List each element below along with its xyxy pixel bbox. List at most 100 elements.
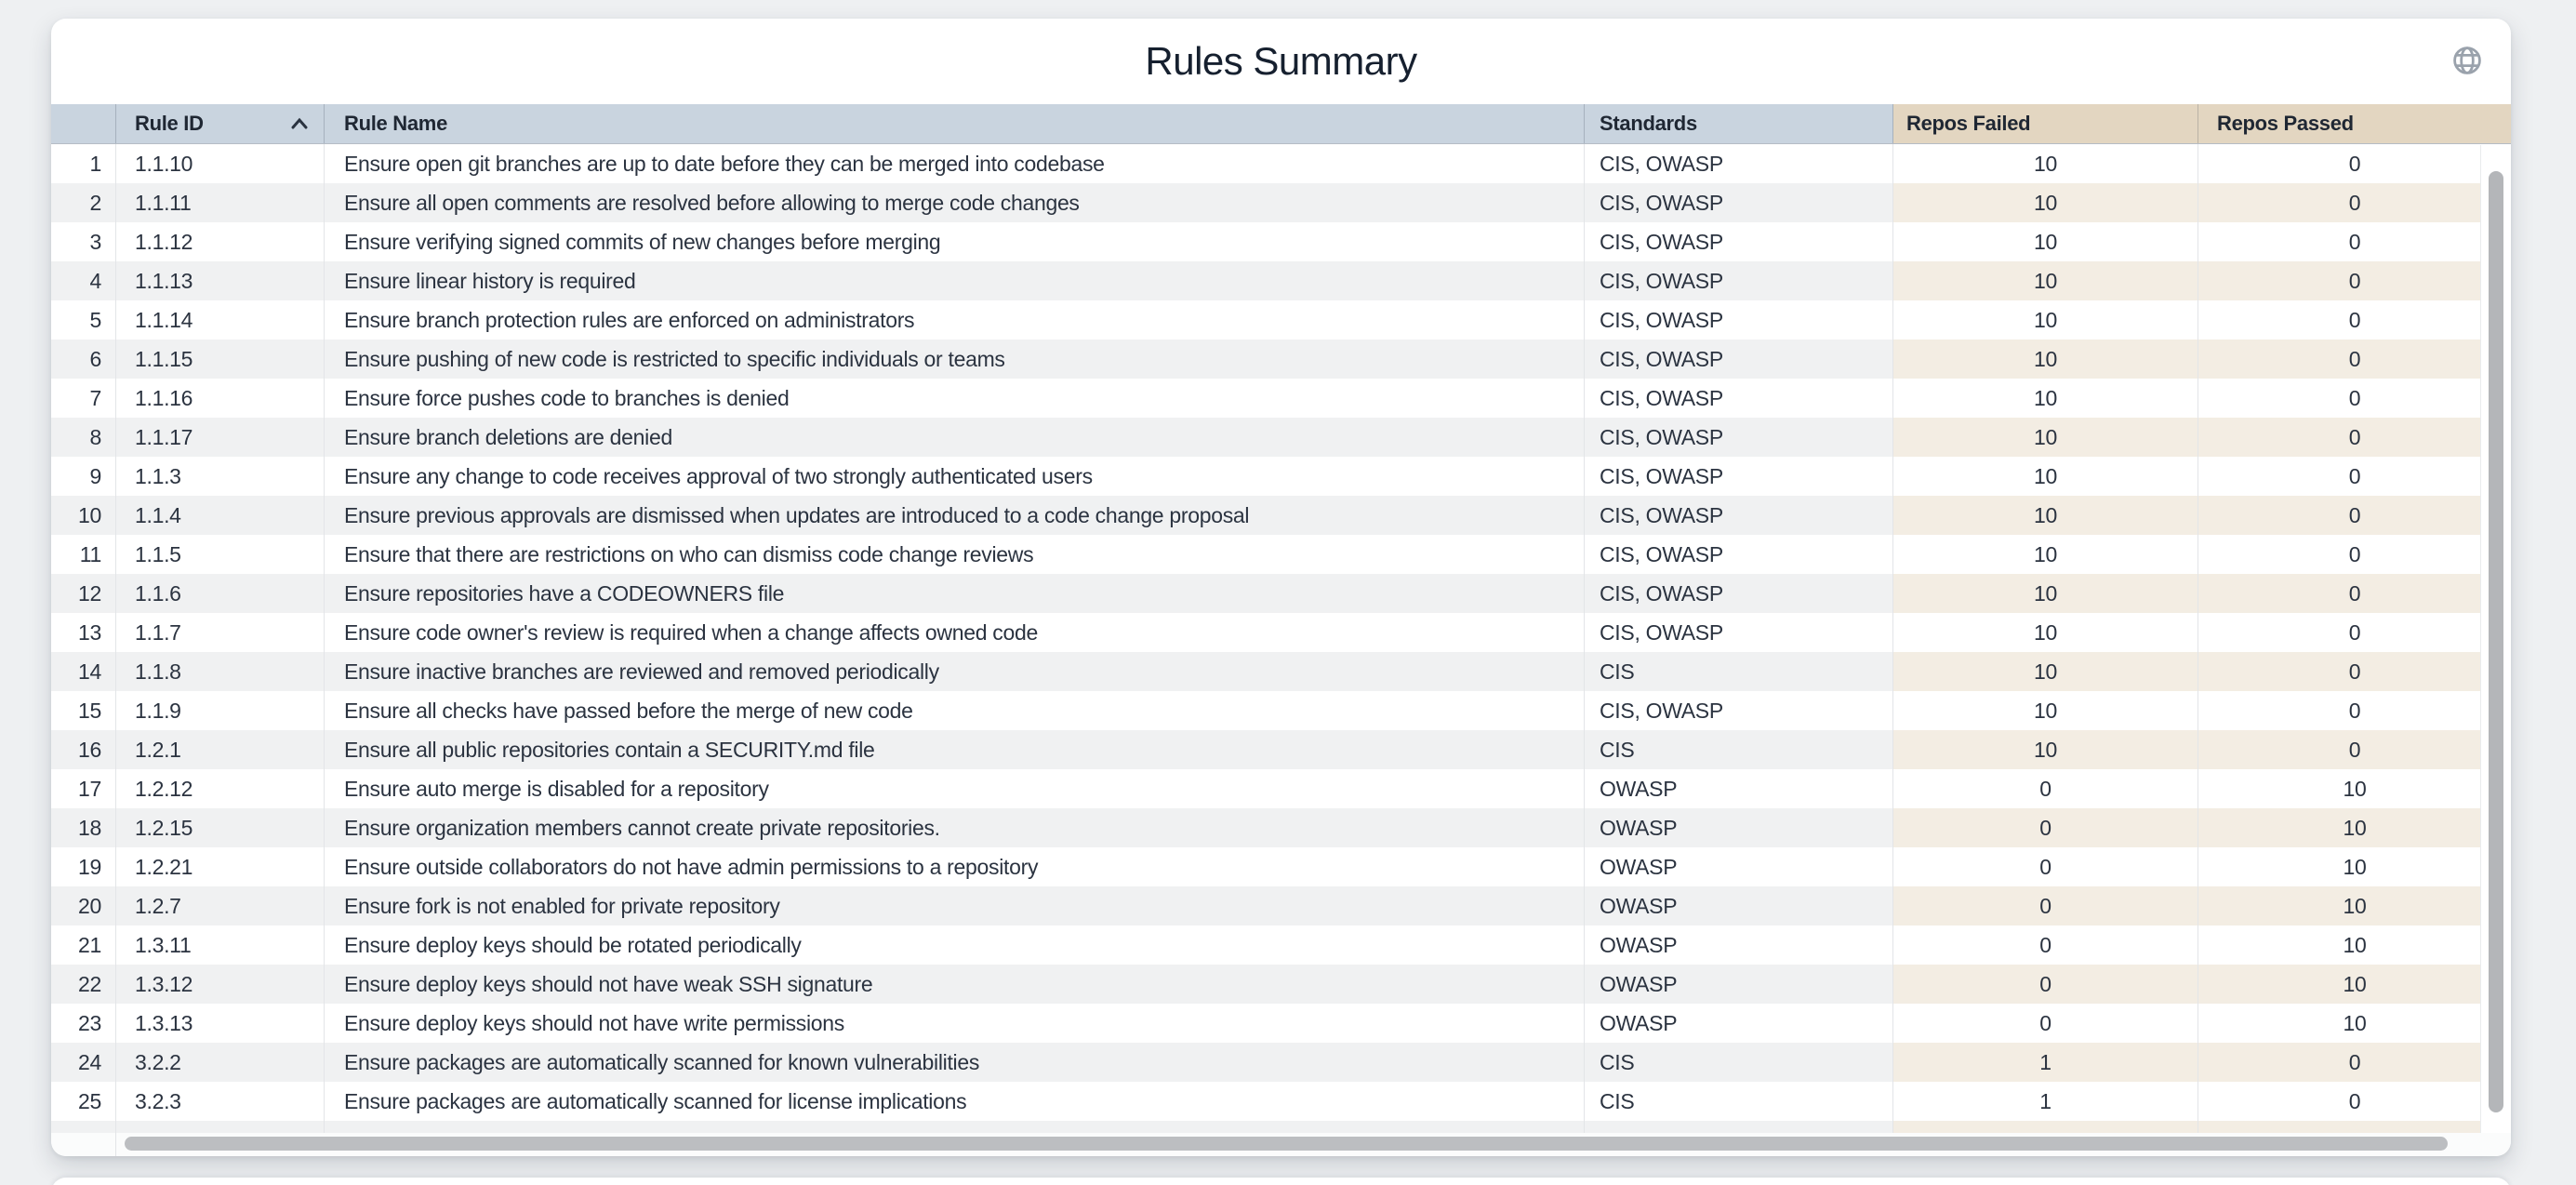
standards-cell: CIS, OWASP	[1585, 379, 1893, 418]
column-header-repos-passed[interactable]: Repos Passed	[2198, 104, 2511, 143]
rule-name-cell: Ensure deploy keys should be rotated per…	[325, 925, 1585, 965]
rule-id-cell: 1.1.15	[116, 340, 325, 379]
standards-cell: OWASP	[1585, 1004, 1893, 1043]
repos-passed-cell: 10	[2198, 1004, 2511, 1043]
vertical-scrollbar-thumb[interactable]	[2489, 171, 2503, 1112]
table-row[interactable]: 17 1.2.12 Ensure auto merge is disabled …	[51, 769, 2511, 808]
repos-passed-cell: 0	[2198, 1043, 2511, 1082]
row-index-cell: 9	[51, 457, 116, 496]
table-row[interactable]: 9 1.1.3 Ensure any change to code receiv…	[51, 457, 2511, 496]
rule-id-cell: 1.1.4	[116, 496, 325, 535]
table-row[interactable]: 1 1.1.10 Ensure open git branches are up…	[51, 144, 2511, 183]
repos-failed-cell: 0	[1893, 965, 2198, 1004]
table-row-partial[interactable]	[51, 1121, 2511, 1133]
standards-cell: CIS, OWASP	[1585, 222, 1893, 261]
standards-cell: CIS, OWASP	[1585, 418, 1893, 457]
rule-id-cell: 1.1.5	[116, 535, 325, 574]
table-row[interactable]: 8 1.1.17 Ensure branch deletions are den…	[51, 418, 2511, 457]
rule-name-cell: Ensure inactive branches are reviewed an…	[325, 652, 1585, 691]
rule-name-cell: Ensure previous approvals are dismissed …	[325, 496, 1585, 535]
rule-name-cell	[325, 1121, 1585, 1133]
table-row[interactable]: 16 1.2.1 Ensure all public repositories …	[51, 730, 2511, 769]
rule-name-cell: Ensure all public repositories contain a…	[325, 730, 1585, 769]
table-row[interactable]: 25 3.2.3 Ensure packages are automatical…	[51, 1082, 2511, 1121]
rule-id-cell: 1.3.13	[116, 1004, 325, 1043]
standards-cell: OWASP	[1585, 965, 1893, 1004]
row-index-cell: 14	[51, 652, 116, 691]
repos-passed-cell: 0	[2198, 652, 2511, 691]
page: { "title": "Rules Summary", "columns": {…	[0, 0, 2576, 1185]
column-header-standards[interactable]: Standards	[1585, 104, 1893, 143]
table-row[interactable]: 5 1.1.14 Ensure branch protection rules …	[51, 300, 2511, 340]
repos-passed-cell: 0	[2198, 535, 2511, 574]
table-row[interactable]: 18 1.2.15 Ensure organization members ca…	[51, 808, 2511, 847]
sort-ascending-icon	[290, 116, 309, 131]
table-row[interactable]: 13 1.1.7 Ensure code owner's review is r…	[51, 613, 2511, 652]
repos-passed-cell: 0	[2198, 730, 2511, 769]
table-row[interactable]: 24 3.2.2 Ensure packages are automatical…	[51, 1043, 2511, 1082]
row-index-cell: 6	[51, 340, 116, 379]
table-body: 1 1.1.10 Ensure open git branches are up…	[51, 144, 2511, 1133]
standards-cell: CIS	[1585, 1082, 1893, 1121]
row-index-cell: 21	[51, 925, 116, 965]
repos-passed-cell: 0	[2198, 1082, 2511, 1121]
repos-failed-cell: 0	[1893, 769, 2198, 808]
rule-name-cell: Ensure packages are automatically scanne…	[325, 1043, 1585, 1082]
column-header-repos-failed[interactable]: Repos Failed	[1893, 104, 2198, 143]
horizontal-scrollbar-thumb[interactable]	[125, 1137, 2448, 1151]
rule-name-cell: Ensure code owner's review is required w…	[325, 613, 1585, 652]
repos-failed-cell: 10	[1893, 183, 2198, 222]
repos-failed-cell: 1	[1893, 1082, 2198, 1121]
rule-id-cell: 1.1.7	[116, 613, 325, 652]
table-row[interactable]: 6 1.1.15 Ensure pushing of new code is r…	[51, 340, 2511, 379]
table-row[interactable]: 11 1.1.5 Ensure that there are restricti…	[51, 535, 2511, 574]
standards-cell: OWASP	[1585, 769, 1893, 808]
row-index-cell: 7	[51, 379, 116, 418]
table-row[interactable]: 12 1.1.6 Ensure repositories have a CODE…	[51, 574, 2511, 613]
table-row[interactable]: 2 1.1.11 Ensure all open comments are re…	[51, 183, 2511, 222]
table-row[interactable]: 10 1.1.4 Ensure previous approvals are d…	[51, 496, 2511, 535]
repos-failed-cell: 10	[1893, 730, 2198, 769]
standards-cell: CIS	[1585, 730, 1893, 769]
table-row[interactable]: 14 1.1.8 Ensure inactive branches are re…	[51, 652, 2511, 691]
column-header-repos-passed-label: Repos Passed	[2217, 112, 2354, 136]
row-index-cell: 8	[51, 418, 116, 457]
repos-failed-cell: 0	[1893, 847, 2198, 886]
repos-passed-cell: 10	[2198, 808, 2511, 847]
repos-passed-cell: 0	[2198, 691, 2511, 730]
column-header-index	[51, 104, 116, 143]
row-index-cell: 2	[51, 183, 116, 222]
row-index-cell: 19	[51, 847, 116, 886]
table-row[interactable]: 20 1.2.7 Ensure fork is not enabled for …	[51, 886, 2511, 925]
next-card-partial	[51, 1178, 2511, 1185]
vertical-scrollbar-track[interactable]	[2480, 145, 2511, 1133]
table-row[interactable]: 7 1.1.16 Ensure force pushes code to bra…	[51, 379, 2511, 418]
horizontal-scrollbar-track[interactable]	[51, 1133, 2511, 1156]
column-header-rule-name[interactable]: Rule Name	[325, 104, 1585, 143]
table-row[interactable]: 21 1.3.11 Ensure deploy keys should be r…	[51, 925, 2511, 965]
table-row[interactable]: 3 1.1.12 Ensure verifying signed commits…	[51, 222, 2511, 261]
table-row[interactable]: 23 1.3.13 Ensure deploy keys should not …	[51, 1004, 2511, 1043]
row-index-cell: 3	[51, 222, 116, 261]
standards-cell: CIS, OWASP	[1585, 535, 1893, 574]
rule-id-cell: 1.1.9	[116, 691, 325, 730]
column-header-rule-id[interactable]: Rule ID	[116, 104, 325, 143]
standards-cell: OWASP	[1585, 847, 1893, 886]
repos-passed-cell: 10	[2198, 965, 2511, 1004]
table-row[interactable]: 15 1.1.9 Ensure all checks have passed b…	[51, 691, 2511, 730]
row-index-cell: 16	[51, 730, 116, 769]
row-index-cell: 15	[51, 691, 116, 730]
repos-failed-cell: 0	[1893, 808, 2198, 847]
standards-cell	[1585, 1121, 1893, 1133]
row-index-cell: 22	[51, 965, 116, 1004]
table-row[interactable]: 19 1.2.21 Ensure outside collaborators d…	[51, 847, 2511, 886]
column-header-rule-id-label: Rule ID	[135, 112, 204, 136]
globe-icon	[2450, 43, 2485, 78]
table-header: Rule ID Rule Name Standards Repos Failed…	[51, 104, 2511, 144]
table-row[interactable]: 4 1.1.13 Ensure linear history is requir…	[51, 261, 2511, 300]
row-index-cell: 10	[51, 496, 116, 535]
repos-failed-cell: 10	[1893, 496, 2198, 535]
globe-button[interactable]	[2448, 41, 2487, 80]
repos-failed-cell: 10	[1893, 379, 2198, 418]
table-row[interactable]: 22 1.3.12 Ensure deploy keys should not …	[51, 965, 2511, 1004]
